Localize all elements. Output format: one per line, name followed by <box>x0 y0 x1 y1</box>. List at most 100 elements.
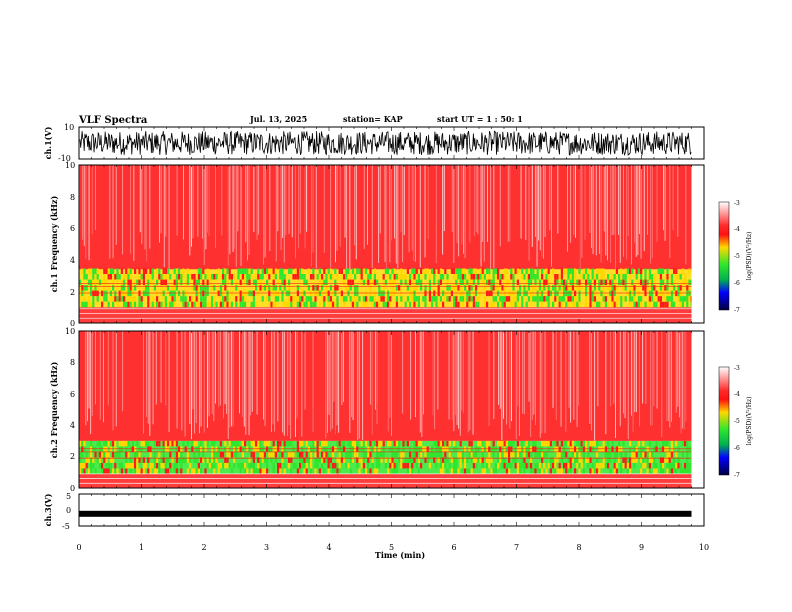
ch2-spec-cell <box>461 468 464 474</box>
ch2-spec-cell <box>578 451 581 458</box>
ch2-spec-cell <box>96 440 99 447</box>
x-axis-ticks <box>78 127 705 526</box>
ch2-spec-cell <box>279 451 282 458</box>
ch1-spec-cell <box>596 301 599 308</box>
ch1-spec-streak <box>91 165 93 234</box>
ch1-spec-cell <box>343 296 346 302</box>
ch2-spec-cell <box>327 462 330 469</box>
ch1-spec-cell <box>299 274 302 280</box>
ch1-spec-cell <box>373 301 376 308</box>
ch1-spec-cell <box>347 285 350 291</box>
ch2-spec-streak <box>434 331 436 429</box>
ch1-spec-cell <box>415 296 418 302</box>
xtick-7: 7 <box>514 543 519 552</box>
ch1-spec-cell <box>164 285 167 291</box>
ch1-spec-cell <box>255 301 258 308</box>
ch1-spec-cell <box>640 296 643 302</box>
ch2-spec-streak <box>493 331 495 419</box>
ch2-spec-streak <box>667 331 669 422</box>
ch2-spec-cell <box>409 457 412 463</box>
ch1-spec-cell <box>521 268 524 274</box>
ch1-spec-yticks: 0 2 4 6 8 10 <box>65 161 75 328</box>
ch1-spec-cell <box>239 268 242 274</box>
ch1-spec-cell <box>332 301 335 308</box>
ch1-spec-cell <box>508 296 511 302</box>
ch1-spec-cell <box>164 279 167 286</box>
ch1-spec-cell <box>648 274 651 280</box>
ch1-spec-cell <box>620 268 623 274</box>
ch1-spec-cell <box>448 285 451 291</box>
ch2-spec-cell <box>252 462 255 469</box>
ch1-spec-cell <box>530 279 533 286</box>
ch2-spec-cell <box>310 462 313 469</box>
ch2-spec-cell <box>494 468 497 474</box>
ch2-spec-cell <box>534 451 537 458</box>
ch2-spec-streak <box>362 331 364 440</box>
ch1-spec-cell <box>453 268 456 274</box>
ch1-spec-streak <box>256 165 258 240</box>
ch1-spec-streak <box>88 165 90 261</box>
ch1-spec-cell <box>153 301 156 308</box>
ch2-spec-cell <box>338 462 341 469</box>
ch2-spec-cell <box>327 468 330 474</box>
ch2-spec-cell <box>101 451 104 458</box>
ch2-spec-cell <box>587 451 590 458</box>
ch1-ytick-bottom: -10 <box>58 154 71 163</box>
ch1-spec-cell <box>505 296 508 302</box>
ch2-spec-cell <box>466 468 469 474</box>
ch1-spec-cell <box>439 274 442 280</box>
ch1-spec-cell <box>202 268 205 274</box>
ch1-spec-cell <box>277 279 280 286</box>
ch1-spec-cell <box>488 274 491 280</box>
ch1-spec-cell <box>492 274 495 280</box>
ch2-spec-cell <box>406 457 409 463</box>
ch1-spec-cell <box>611 285 614 291</box>
ch2-spec-cell <box>391 462 394 469</box>
ch1-spec-cell <box>400 268 403 274</box>
ch2-spec-cell <box>512 451 515 458</box>
ch2-spec-cell <box>662 468 665 474</box>
ch1-spec-cell <box>618 274 621 280</box>
ch1-spec-cell <box>402 296 405 302</box>
ch2-spec-cell <box>439 440 442 447</box>
ch2-spec-cell <box>259 468 262 474</box>
ch1-spec-ylabel: ch.1 Frequency (kHz) <box>49 196 59 293</box>
ch1-waveform-line <box>79 130 692 157</box>
ch1-spec-cell <box>589 279 592 286</box>
ch1-spec-cell <box>593 279 596 286</box>
ch1-spec-cell <box>428 296 431 302</box>
ch1-spec-cell <box>211 301 214 308</box>
ch2-spec-cell <box>398 457 401 463</box>
ch2-spec-cell <box>466 457 469 463</box>
ch2-spec-cell <box>288 451 291 458</box>
ch1-spec-cell <box>129 296 132 302</box>
ch2-spec-cell <box>105 440 108 447</box>
ch2-spec-cell <box>208 457 211 463</box>
ch1-spec-cell <box>670 274 673 280</box>
ch2-spec-streak <box>229 331 231 428</box>
ch1-spec-cell <box>640 274 643 280</box>
ch2-spec-cell <box>332 468 335 474</box>
ch1-spec-cell <box>442 301 445 308</box>
ch2-spec-cell <box>486 462 489 469</box>
ch1-spec-streak <box>378 165 380 263</box>
ch1-spec-cell <box>521 274 524 280</box>
ch1-spec-cell <box>424 296 427 302</box>
ch1-spec-cell <box>145 268 148 274</box>
ch2-spec-cell <box>409 468 412 474</box>
ch1-spec-cell <box>571 279 574 286</box>
ch1-spec-cell <box>81 285 84 291</box>
ch1-spec-cell <box>213 285 216 291</box>
ch1-spec-cell <box>307 268 310 274</box>
ch3-waveform-panel: 5 0 -5 ch.3(V) <box>43 492 705 531</box>
xtick-5: 5 <box>389 543 394 552</box>
ch2-spec-cell <box>149 451 152 458</box>
ch1-spec-cell <box>662 301 665 308</box>
ch1-spec-streak <box>461 165 463 245</box>
ch1-spec-streak <box>346 165 348 270</box>
ch2-spec-cell <box>578 440 581 447</box>
ch1-spec-cell <box>600 274 603 280</box>
ch1-spec-cell <box>202 279 205 286</box>
ch2-spec-cell <box>345 462 348 469</box>
